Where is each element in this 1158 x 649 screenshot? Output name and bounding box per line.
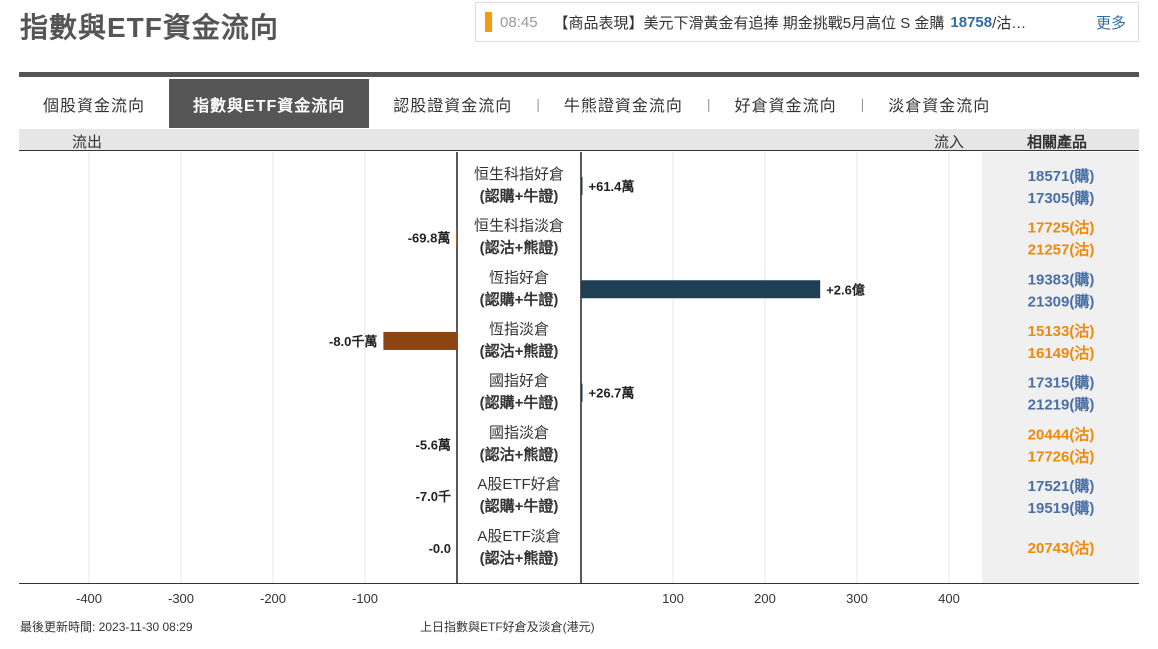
tab-index-etf-flow[interactable]: 指數與ETF資金流向 — [169, 79, 370, 128]
category-label: 恒生科指好倉 — [474, 166, 564, 183]
ticker-time: 08:45 — [500, 13, 538, 31]
x-tick-label: 400 — [938, 591, 960, 606]
tab-warrant-flow[interactable]: 認股證資金流向 — [393, 97, 513, 115]
category-sublabel: (認沽+熊證) — [480, 342, 559, 360]
value-label: +26.7萬 — [589, 386, 635, 401]
product-code-link[interactable]: 21219(購) — [1028, 396, 1095, 414]
category-label: 國指淡倉 — [489, 424, 549, 441]
x-tick-label: -400 — [75, 591, 103, 606]
x-tick-label: -300 — [167, 591, 195, 606]
more-link[interactable]: 更多 — [1095, 14, 1126, 32]
ticker-headline[interactable]: 【商品表現】美元下滑黃金有追捧 期金挑戰5月高位 S 金購 — [553, 14, 945, 32]
value-label: -8.0千萬 — [329, 334, 377, 349]
tab-separator: | — [536, 95, 540, 112]
value-label: -69.8萬 — [408, 231, 451, 246]
tab-cbbc-flow[interactable]: 牛熊證資金流向 — [563, 97, 683, 115]
category-sublabel: (認沽+熊證) — [480, 445, 559, 463]
tab-stock-flow[interactable]: 個股資金流向 — [43, 97, 146, 115]
outflow-label: 流出 — [72, 134, 103, 151]
category-sublabel: (認購+牛證) — [480, 394, 559, 412]
category-sublabel: (認沽+熊證) — [480, 239, 559, 257]
outflow-bar — [456, 228, 457, 247]
tab-long-flow[interactable]: 好倉資金流向 — [734, 97, 837, 115]
category-label: 恆指淡倉 — [489, 321, 549, 338]
product-code-link[interactable]: 17726(沽) — [1028, 447, 1095, 465]
related-products-panel — [982, 152, 1139, 584]
category-label: 國指好倉 — [489, 373, 549, 390]
inflow-bar — [581, 383, 583, 402]
product-code-link[interactable]: 21257(沽) — [1028, 241, 1095, 259]
product-code-link[interactable]: 17305(購) — [1028, 189, 1095, 207]
tab-bar: 個股資金流向 指數與ETF資金流向 認股證資金流向 | 牛熊證資金流向 | 好倉… — [19, 79, 1139, 128]
last-updated: 最後更新時間: 2023-11-30 08:29 — [20, 620, 193, 634]
category-sublabel: (認購+牛證) — [480, 290, 559, 308]
chart-footnote: 上日指數與ETF好倉及淡倉(港元) — [420, 620, 595, 634]
tab-short-flow[interactable]: 淡倉資金流向 — [888, 97, 991, 115]
category-label: A股ETF好倉 — [477, 476, 560, 493]
product-code-link[interactable]: 17725(沽) — [1028, 219, 1095, 237]
tab-separator: | — [706, 95, 711, 112]
product-code-link[interactable]: 16149(沽) — [1028, 344, 1095, 362]
fund-flow-chart: 恒生科指好倉 (認購+牛證) +61.4萬 18571(購) 17305(購) 恒生科指淡… — [19, 152, 1139, 584]
product-code-link[interactable]: 18571(購) — [1028, 167, 1095, 185]
x-tick-label: -100 — [351, 591, 379, 606]
tab-separator: | — [860, 95, 865, 112]
value-label: -7.0千 — [416, 489, 451, 504]
product-code-link[interactable]: 21309(購) — [1028, 292, 1095, 310]
outflow-bar — [383, 331, 457, 350]
product-code-link[interactable]: 17521(購) — [1028, 477, 1095, 495]
inflow-label: 流入 — [934, 134, 965, 151]
ticker-code[interactable]: 18758 — [950, 13, 993, 31]
product-code-link[interactable]: 19519(購) — [1028, 499, 1095, 517]
product-code-link[interactable]: 19383(購) — [1028, 270, 1095, 288]
ticker-rest: /沽… — [992, 14, 1027, 32]
category-label: 恒生科指淡倉 — [474, 218, 564, 235]
inflow-bar — [581, 176, 583, 195]
category-sublabel: (認購+牛證) — [480, 187, 559, 205]
value-label: -5.6萬 — [416, 437, 451, 452]
related-products-label: 相關產品 — [1027, 134, 1088, 151]
value-label: +61.4萬 — [589, 179, 635, 194]
news-ticker[interactable]: 08:45 【商品表現】美元下滑黃金有追捧 期金挑戰5月高位 S 金購 1875… — [475, 2, 1139, 42]
product-code-link[interactable]: 20743(沽) — [1028, 539, 1095, 557]
category-label: A股ETF淡倉 — [477, 528, 560, 545]
inflow-bar — [581, 280, 821, 299]
top-rule — [19, 72, 1139, 77]
page-title: 指數與ETF資金流向 — [20, 12, 279, 43]
value-label: +2.6億 — [826, 282, 865, 297]
x-tick-label: 100 — [662, 591, 684, 606]
value-label: -0.0 — [429, 541, 451, 556]
product-code-link[interactable]: 15133(沽) — [1028, 322, 1095, 340]
category-sublabel: (認沽+熊證) — [480, 549, 559, 567]
product-code-link[interactable]: 20444(沽) — [1028, 425, 1095, 443]
ticker-marker — [485, 12, 492, 32]
product-code-link[interactable]: 17315(購) — [1028, 374, 1095, 392]
chart-header: 流出 流入 相關產品 — [19, 129, 1139, 151]
x-tick-label: 200 — [754, 591, 776, 606]
x-tick-label: -200 — [259, 591, 287, 606]
category-sublabel: (認購+牛證) — [480, 497, 559, 515]
category-label: 恆指好倉 — [489, 269, 549, 286]
x-tick-label: 300 — [846, 591, 868, 606]
